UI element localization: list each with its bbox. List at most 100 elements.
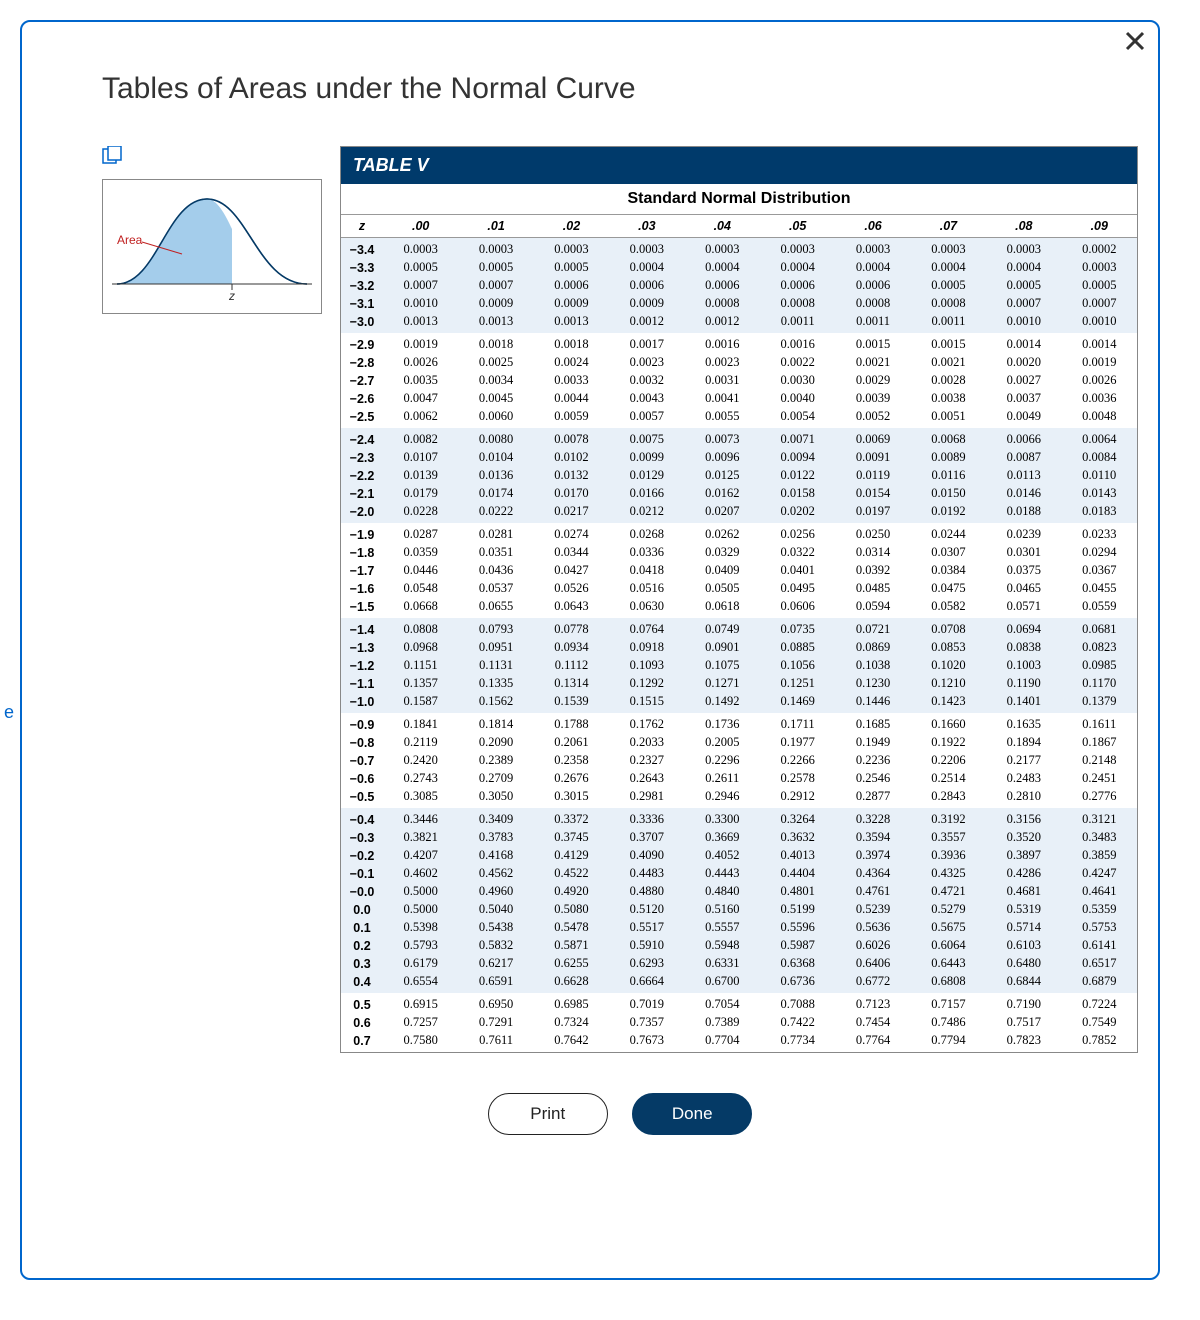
value-cell: 0.0655: [458, 598, 533, 619]
value-cell: 0.0158: [760, 485, 835, 503]
value-cell: 0.2420: [383, 752, 458, 770]
value-cell: 0.7794: [911, 1032, 986, 1053]
value-cell: 0.0066: [986, 428, 1061, 449]
value-cell: 0.0582: [911, 598, 986, 619]
value-cell: 0.1492: [685, 693, 760, 714]
value-cell: 0.0146: [986, 485, 1061, 503]
value-cell: 0.0003: [685, 238, 760, 259]
value-cell: 0.0465: [986, 580, 1061, 598]
value-cell: 0.0007: [1062, 295, 1137, 313]
value-cell: 0.0192: [911, 503, 986, 524]
value-cell: 0.0116: [911, 467, 986, 485]
value-cell: 0.0228: [383, 503, 458, 524]
value-cell: 0.7764: [835, 1032, 910, 1053]
table-row: −1.30.09680.09510.09340.09180.09010.0885…: [341, 639, 1137, 657]
value-cell: 0.0017: [609, 333, 684, 354]
value-cell: 0.1685: [835, 713, 910, 734]
value-cell: 0.6628: [534, 973, 609, 994]
value-cell: 0.7324: [534, 1014, 609, 1032]
value-cell: 0.0166: [609, 485, 684, 503]
value-cell: 0.0005: [986, 277, 1061, 295]
value-cell: 0.0427: [534, 562, 609, 580]
value-cell: 0.0069: [835, 428, 910, 449]
table-row: −1.50.06680.06550.06430.06300.06180.0606…: [341, 598, 1137, 619]
value-cell: 0.0010: [986, 313, 1061, 334]
value-cell: 0.0039: [835, 390, 910, 408]
value-cell: 0.7673: [609, 1032, 684, 1053]
value-cell: 0.2389: [458, 752, 533, 770]
value-cell: 0.6808: [911, 973, 986, 994]
value-cell: 0.0735: [760, 618, 835, 639]
value-cell: 0.0708: [911, 618, 986, 639]
value-cell: 0.0018: [534, 333, 609, 354]
value-cell: 0.0359: [383, 544, 458, 562]
value-cell: 0.0207: [685, 503, 760, 524]
table-row: −1.20.11510.11310.11120.10930.10750.1056…: [341, 657, 1137, 675]
value-cell: 0.1075: [685, 657, 760, 675]
page-title: Tables of Areas under the Normal Curve: [102, 72, 1138, 106]
value-cell: 0.0004: [760, 259, 835, 277]
value-cell: 0.3632: [760, 829, 835, 847]
value-cell: 0.0132: [534, 467, 609, 485]
value-cell: 0.0052: [835, 408, 910, 429]
value-cell: 0.1949: [835, 734, 910, 752]
table-row: 0.50.69150.69500.69850.70190.70540.70880…: [341, 993, 1137, 1014]
value-cell: 0.6026: [835, 937, 910, 955]
value-cell: 0.5000: [383, 883, 458, 901]
value-cell: 0.0008: [760, 295, 835, 313]
value-cell: 0.0005: [534, 259, 609, 277]
value-cell: 0.0322: [760, 544, 835, 562]
value-cell: 0.0526: [534, 580, 609, 598]
z-cell: −3.1: [341, 295, 383, 313]
done-button[interactable]: Done: [632, 1093, 752, 1135]
value-cell: 0.0004: [986, 259, 1061, 277]
print-button[interactable]: Print: [488, 1093, 608, 1135]
col-header: .08: [986, 215, 1061, 238]
value-cell: 0.7291: [458, 1014, 533, 1032]
value-cell: 0.0089: [911, 449, 986, 467]
popout-icon[interactable]: [102, 146, 322, 171]
value-cell: 0.6443: [911, 955, 986, 973]
value-cell: 0.0455: [1062, 580, 1137, 598]
value-cell: 0.0418: [609, 562, 684, 580]
close-icon[interactable]: [1124, 30, 1146, 52]
value-cell: 0.2327: [609, 752, 684, 770]
value-cell: 0.0099: [609, 449, 684, 467]
table-row: −2.30.01070.01040.01020.00990.00960.0094…: [341, 449, 1137, 467]
value-cell: 0.0222: [458, 503, 533, 524]
value-cell: 0.0951: [458, 639, 533, 657]
value-cell: 0.7549: [1062, 1014, 1137, 1032]
table-row: −0.70.24200.23890.23580.23270.22960.2266…: [341, 752, 1137, 770]
value-cell: 0.1423: [911, 693, 986, 714]
value-cell: 0.0985: [1062, 657, 1137, 675]
table-row: −2.50.00620.00600.00590.00570.00550.0054…: [341, 408, 1137, 429]
value-cell: 0.0051: [911, 408, 986, 429]
value-cell: 0.2033: [609, 734, 684, 752]
value-cell: 0.0037: [986, 390, 1061, 408]
value-cell: 0.0606: [760, 598, 835, 619]
value-cell: 0.0375: [986, 562, 1061, 580]
col-header: .03: [609, 215, 684, 238]
value-cell: 0.0094: [760, 449, 835, 467]
value-cell: 0.2148: [1062, 752, 1137, 770]
col-header: .06: [835, 215, 910, 238]
value-cell: 0.3594: [835, 829, 910, 847]
value-cell: 0.0044: [534, 390, 609, 408]
value-cell: 0.3669: [685, 829, 760, 847]
value-cell: 0.1867: [1062, 734, 1137, 752]
value-cell: 0.2912: [760, 788, 835, 809]
value-cell: 0.0336: [609, 544, 684, 562]
value-cell: 0.0409: [685, 562, 760, 580]
value-cell: 0.6331: [685, 955, 760, 973]
value-cell: 0.1539: [534, 693, 609, 714]
value-cell: 0.0287: [383, 523, 458, 544]
value-cell: 0.1131: [458, 657, 533, 675]
value-cell: 0.6255: [534, 955, 609, 973]
value-cell: 0.0029: [835, 372, 910, 390]
value-cell: 0.3520: [986, 829, 1061, 847]
table-row: 0.60.72570.72910.73240.73570.73890.74220…: [341, 1014, 1137, 1032]
value-cell: 0.5080: [534, 901, 609, 919]
value-cell: 0.0239: [986, 523, 1061, 544]
table-subtitle: Standard Normal Distribution: [341, 184, 1137, 215]
value-cell: 0.5517: [609, 919, 684, 937]
